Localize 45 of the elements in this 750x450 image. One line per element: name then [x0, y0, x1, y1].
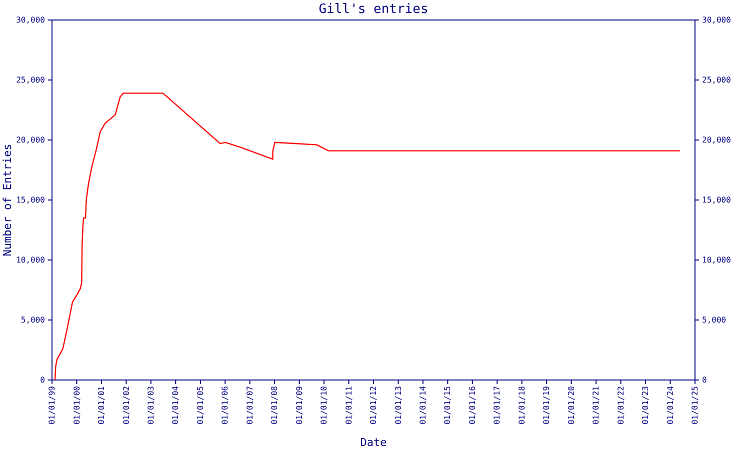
x-tick-label: 01/01/13 [394, 386, 403, 425]
y2-tick-label: 10,000 [702, 256, 732, 265]
y-tick-label: 0 [40, 376, 46, 385]
x-tick-label: 01/01/06 [220, 386, 230, 425]
x-tick-label: 01/01/19 [542, 386, 552, 425]
y-axis-title: Number of Entries [1, 144, 14, 256]
y2-tick-label: 25,000 [702, 76, 732, 85]
x-tick-label: 01/01/04 [171, 386, 180, 425]
x-tick-label: 01/01/17 [492, 386, 502, 425]
y-tick-label: 15,000 [16, 196, 46, 205]
x-tick-label: 01/01/23 [641, 386, 650, 425]
y-tick-label: 10,000 [16, 256, 46, 265]
y-tick-label: 25,000 [16, 76, 46, 85]
x-tick-label: 01/01/07 [245, 386, 254, 425]
y2-tick-label: 15,000 [702, 196, 732, 205]
x-tick-label: 01/01/99 [48, 386, 57, 425]
x-tick-label: 01/01/09 [294, 386, 304, 425]
y-tick-label: 30,000 [16, 16, 46, 25]
y-tick-label: 5,000 [20, 316, 46, 325]
x-tick-label: 01/01/25 [690, 386, 700, 425]
x-tick-label: 01/01/08 [270, 386, 280, 425]
x-tick-label: 01/01/05 [196, 386, 205, 425]
x-tick-label: 01/01/21 [592, 386, 601, 425]
y2-tick-label: 30,000 [702, 16, 732, 25]
x-tick-label: 01/01/03 [146, 386, 156, 425]
x-tick-label: 01/01/20 [566, 386, 576, 425]
x-tick-label: 01/01/10 [320, 386, 329, 425]
y2-tick-label: 20,000 [702, 136, 732, 145]
x-tick-label: 01/01/16 [468, 386, 477, 425]
y2-tick-label: 5,000 [702, 316, 726, 325]
x-tick-label: 01/01/12 [369, 386, 378, 425]
x-tick-label: 01/01/00 [72, 386, 82, 425]
x-tick-label: 01/01/24 [666, 386, 675, 425]
y2-tick-label: 0 [702, 376, 707, 385]
x-tick-label: 01/01/14 [418, 386, 428, 425]
x-tick-label: 01/01/15 [443, 386, 452, 425]
x-tick-label: 01/01/18 [517, 386, 526, 425]
x-axis-title: Date [360, 436, 387, 449]
x-tick-label: 01/01/01 [97, 386, 106, 425]
y-tick-label: 20,000 [16, 136, 46, 145]
x-tick-label: 01/01/02 [122, 386, 131, 425]
x-tick-label: 01/01/22 [616, 386, 626, 425]
x-tick-label: 01/01/11 [344, 386, 354, 425]
line-series [54, 92, 681, 381]
chart-title: Gill's entries [318, 2, 428, 17]
